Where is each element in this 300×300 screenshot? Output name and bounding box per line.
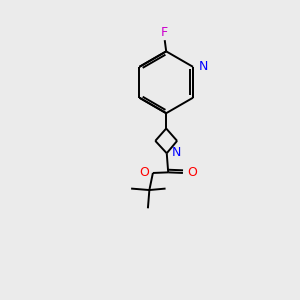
Text: O: O [139, 167, 149, 179]
Text: N: N [198, 60, 208, 73]
Text: N: N [172, 146, 181, 159]
Text: O: O [187, 167, 197, 179]
Text: F: F [161, 26, 168, 39]
